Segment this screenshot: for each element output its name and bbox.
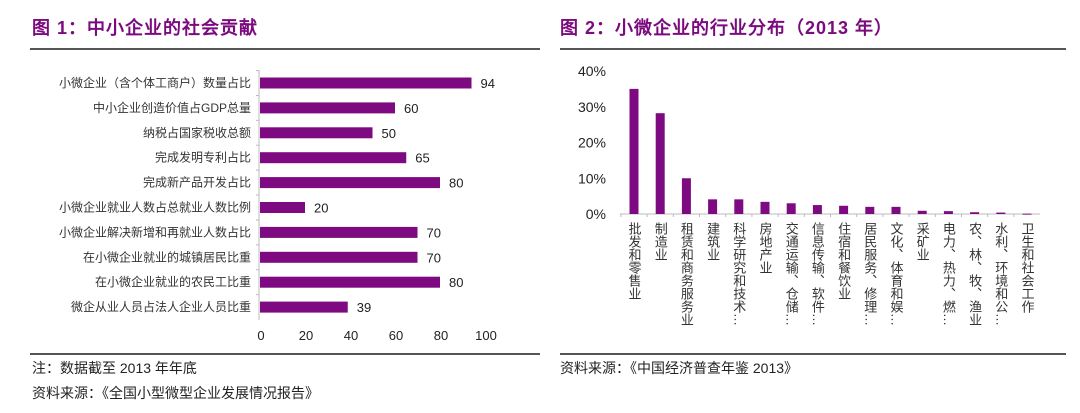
c2-category-label: 住宿和餐饮业 (836, 222, 851, 300)
c1-category-label: 小微企业就业人数占总就业人数比例 (59, 200, 251, 215)
c1-data-label: 39 (357, 300, 371, 315)
c2-bar (1022, 213, 1032, 215)
c2-bar (734, 199, 744, 214)
footer-rule-right (560, 353, 1066, 355)
c1-category-label: 纳税占国家税收总额 (143, 125, 251, 140)
c1-x-tick-label: 40 (344, 328, 358, 343)
c2-category-label: 批发和零售业 (627, 222, 642, 300)
chart2-title: 图 2：小微企业的行业分布（2013 年） (560, 18, 894, 38)
c2-bar (812, 205, 822, 214)
c1-x-tick-label: 20 (299, 328, 313, 343)
c2-bar (891, 206, 901, 214)
c2-category-label: 采矿业 (915, 222, 930, 261)
c1-category-label: 微企从业人员占法人企业人员比重 (71, 299, 251, 314)
c1-data-label: 20 (314, 201, 328, 216)
c1-data-label: 60 (404, 101, 418, 116)
c2-category-label: 建筑业 (705, 222, 720, 261)
c2-bar (865, 206, 875, 214)
left-note: 注：数据截至 2013 年年底 (32, 360, 197, 376)
c2-y-tick-label: 30% (578, 99, 606, 115)
c2-bar (996, 212, 1006, 214)
c2-category-label: 水利、环境和公… (993, 222, 1008, 326)
c1-category-label: 中小企业创造价值占GDP总量 (93, 100, 251, 115)
c2-bar (943, 211, 953, 214)
c2-bar (917, 210, 927, 214)
c1-bar (260, 276, 440, 288)
c1-category-label: 在小微企业就业的城镇居民比重 (83, 249, 251, 264)
c1-bar (260, 102, 395, 114)
c1-x-tick-label: 100 (475, 328, 497, 343)
c2-bar (629, 88, 639, 214)
c2-bar (970, 212, 980, 214)
c1-x-tick-label: 0 (257, 328, 264, 343)
chart1-title: 图 1：中小企业的社会贡献 (32, 18, 259, 38)
c2-y-tick-label: 40% (578, 63, 606, 79)
c2-bar (708, 199, 718, 214)
c1-data-label: 65 (415, 151, 429, 166)
c1-data-label: 50 (382, 126, 396, 141)
c2-category-label: 文化、体育和娱… (889, 222, 904, 326)
c1-bar (260, 152, 407, 164)
footer-rule-left (30, 353, 540, 355)
c1-data-label: 80 (449, 176, 463, 191)
c2-bar (655, 113, 665, 214)
c2-y-tick-label: 10% (578, 170, 606, 186)
c2-category-label: 房地产业 (758, 221, 773, 274)
c1-bar (260, 127, 373, 139)
c1-category-label: 小微企业解决新增和再就业人数占比 (59, 224, 251, 239)
c1-category-label: 完成发明专利占比 (155, 150, 251, 165)
c2-category-label: 居民服务、修理… (862, 222, 877, 326)
title-rule-right (560, 48, 1066, 50)
c2-y-tick-label: 0% (586, 206, 606, 222)
c1-bar (260, 301, 348, 313)
c2-category-label: 电力、热力、燃… (941, 222, 956, 326)
c1-bar (260, 177, 440, 189)
c2-bar (681, 178, 691, 214)
c2-bar (760, 201, 770, 214)
c1-data-label: 80 (449, 275, 463, 290)
c2-bar (839, 205, 849, 214)
c2-category-label: 农、林、牧、渔业 (967, 222, 982, 326)
right-source: 资料来源：《中国经济普查年鉴 2013》 (560, 360, 799, 376)
c2-category-label: 信息传输、软件… (810, 222, 825, 326)
c1-bar (260, 226, 418, 238)
c1-data-label: 70 (427, 250, 441, 265)
c2-category-label: 交通运输、仓储… (784, 221, 799, 326)
c1-category-label: 小微企业（含个体工商户）数量占比 (59, 75, 251, 90)
left-source: 资料来源：《全国小型微型企业发展情况报告》 (32, 385, 319, 401)
c2-category-label: 制造业 (653, 222, 668, 261)
c1-bar (260, 251, 418, 263)
title-rule-left (30, 48, 540, 50)
c1-data-label: 94 (481, 76, 495, 91)
c1-x-tick-label: 80 (434, 328, 448, 343)
c1-category-label: 在小微企业就业的农民工比重 (95, 274, 251, 289)
c2-category-label: 租赁和商务服务业 (679, 222, 694, 326)
c1-bar (260, 202, 305, 213)
c2-category-label: 卫生和社会工作 (1020, 222, 1035, 313)
c1-bar (260, 77, 472, 89)
c2-y-tick-label: 20% (578, 135, 606, 151)
c2-category-label: 科学研究和技术… (731, 222, 746, 326)
c1-data-label: 70 (427, 225, 441, 240)
c2-bar (786, 203, 796, 214)
c1-category-label: 完成新产品开发占比 (143, 175, 251, 190)
c1-x-tick-label: 60 (389, 328, 403, 343)
